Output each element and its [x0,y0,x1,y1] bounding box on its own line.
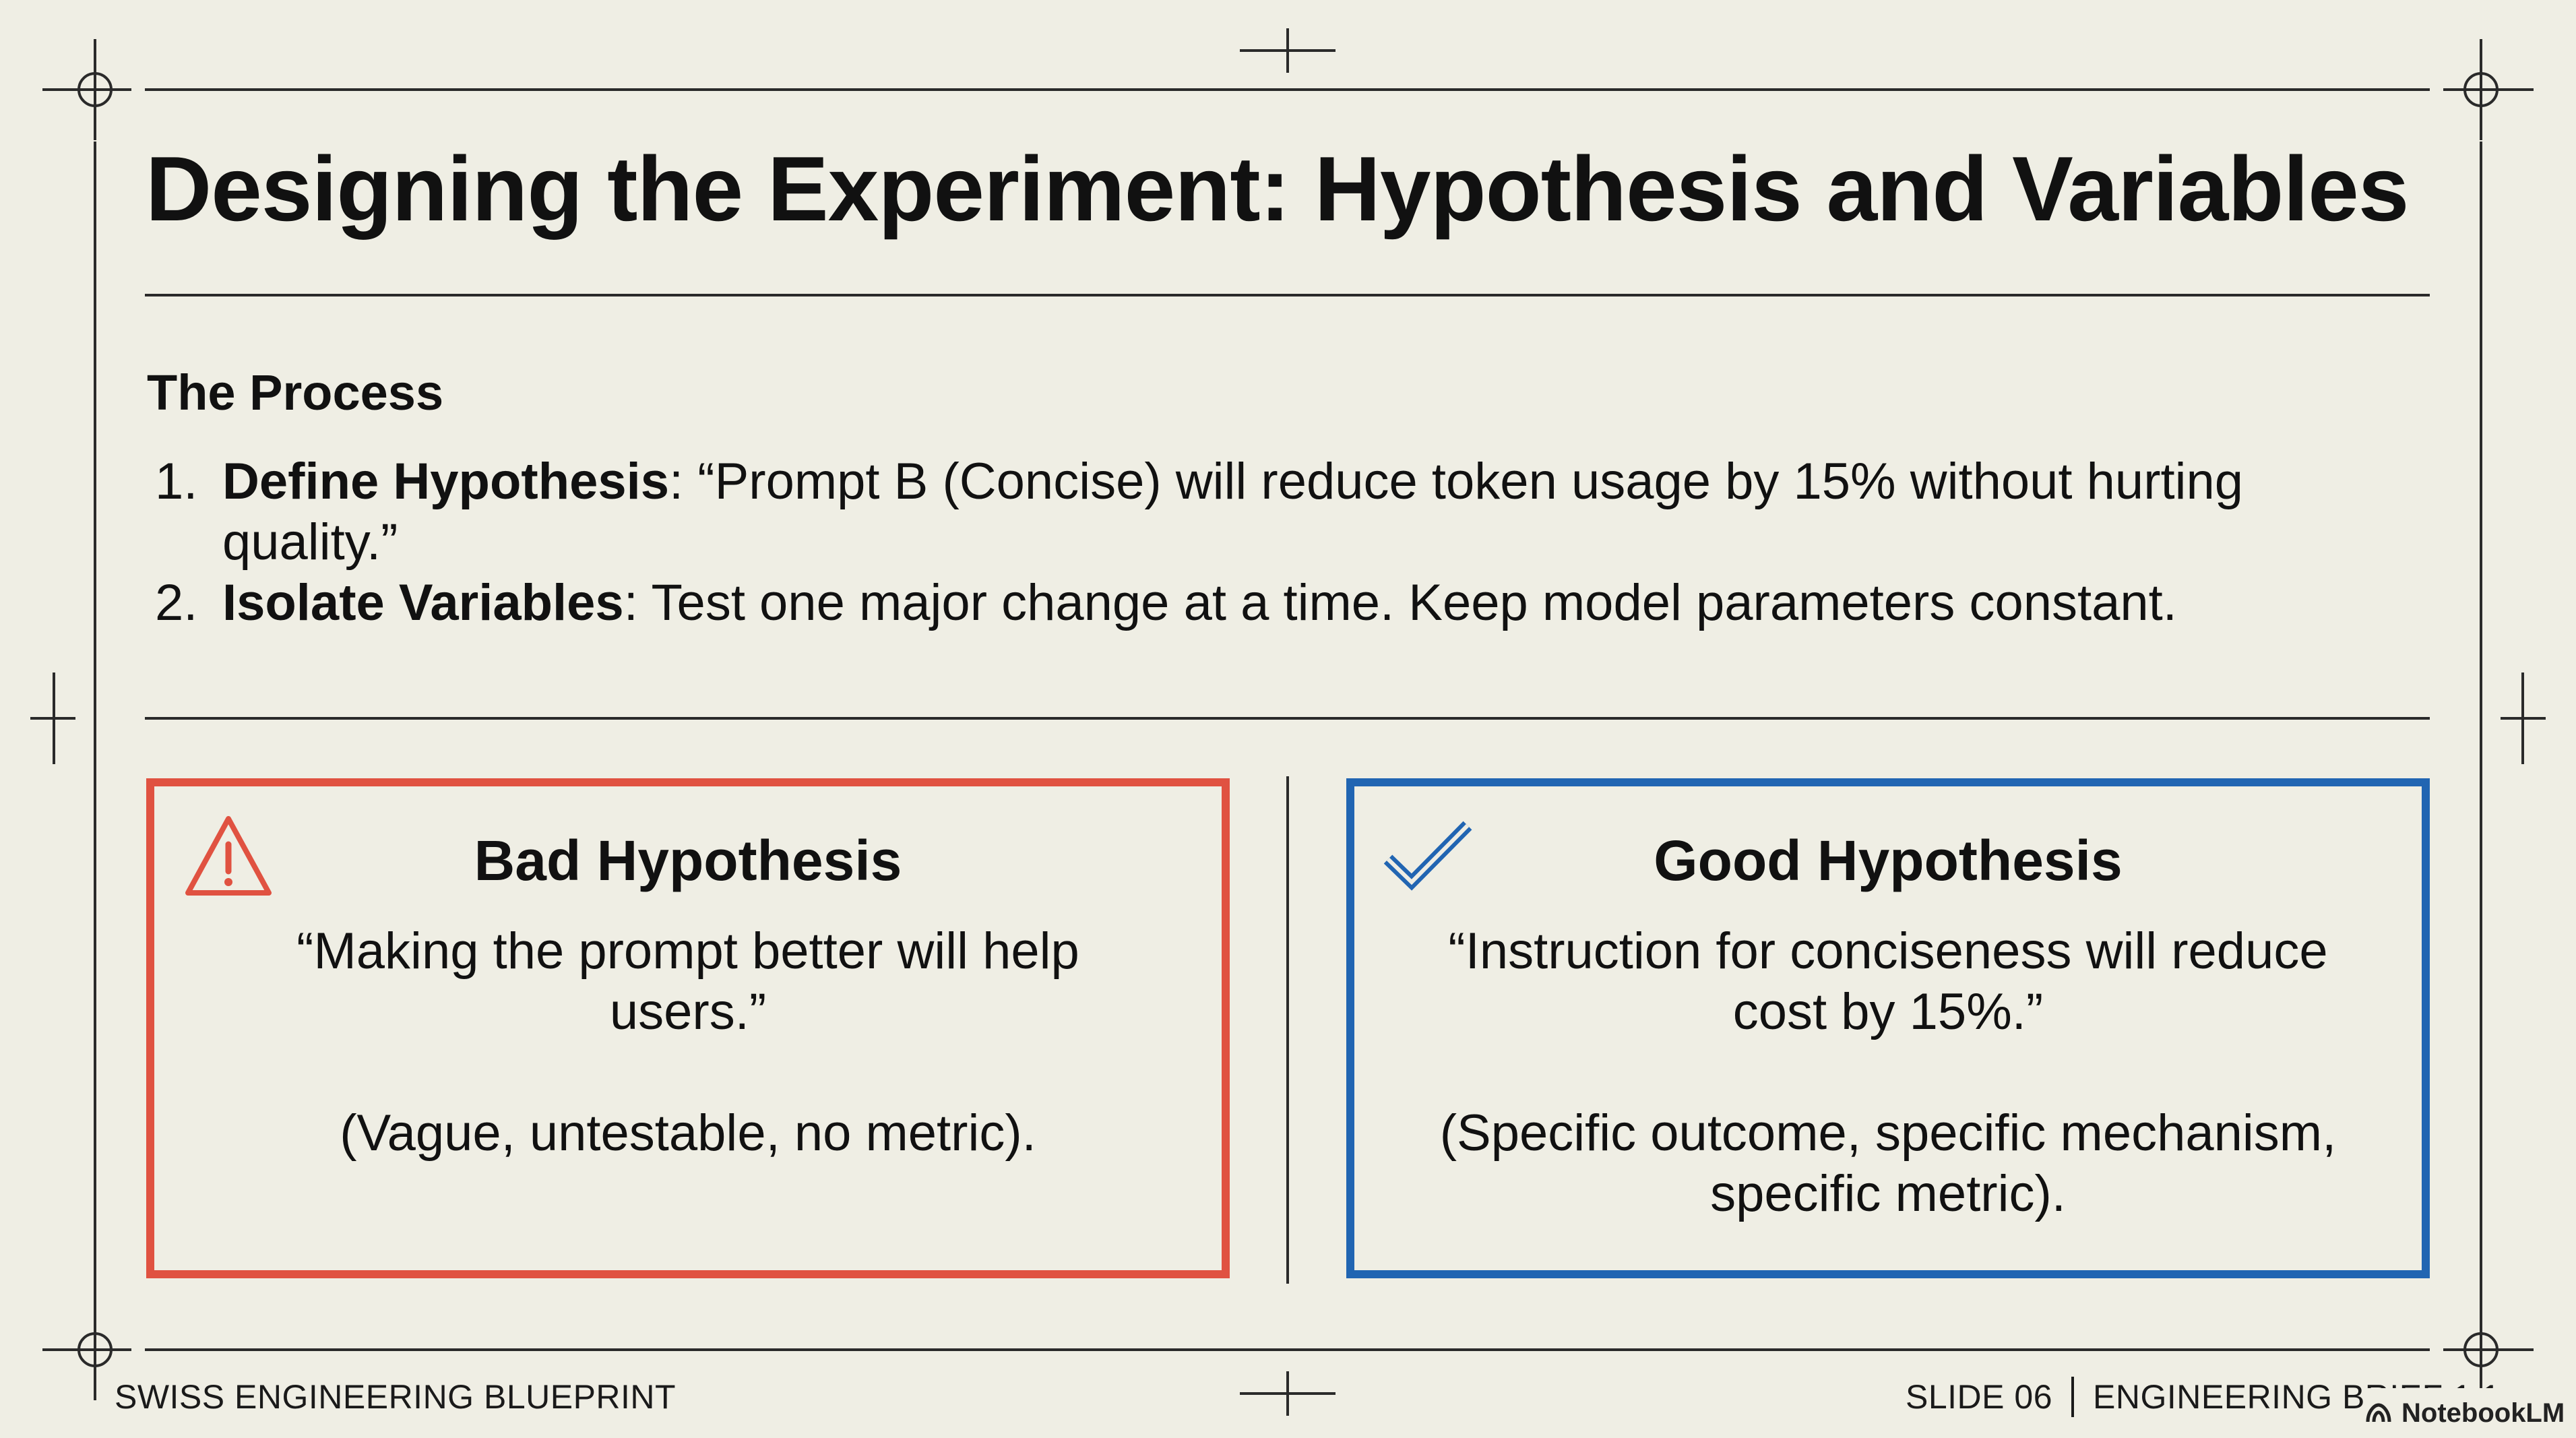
crosshair-right [2501,673,2546,764]
bad-hypothesis-card: Bad Hypothesis “Making the prompt better… [146,778,1230,1278]
good-hypothesis-title: Good Hypothesis [1654,829,2123,892]
bad-hypothesis-note: (Vague, untestable, no metric). [340,1104,1036,1162]
step-text: : “Prompt B (Concise) will reduce token … [222,453,2244,571]
warning-triangle-icon [185,816,272,896]
corner-mark-top-right [2443,39,2534,140]
process-heading: The Process [147,365,444,420]
checkmark-icon [1383,821,1472,891]
step-number: 2. [155,574,198,631]
crosshair-bottom [1240,1371,1336,1416]
step-number: 1. [155,453,198,510]
corner-mark-bottom-left [42,1299,131,1400]
step-text: : Test one major change at a time. Keep … [623,574,2177,631]
process-step: 2. Isolate Variables: Test one major chan… [155,573,2379,633]
step-term: Isolate Variables [222,574,624,631]
crosshair-left [30,673,75,764]
step-term: Define Hypothesis [222,453,670,510]
footer-separator [2071,1377,2075,1417]
corner-mark-bottom-right [2443,1299,2534,1400]
slide-number: SLIDE 06 [1906,1378,2053,1416]
notebooklm-watermark: NotebookLM [2365,1388,2576,1438]
notebooklm-logo-icon [2366,1403,2391,1423]
process-step: 1. Define Hypothesis: “Prompt B (Concise)… [155,451,2379,573]
good-hypothesis-note: (Specific outcome, specific mechanism, s… [1439,1104,2337,1222]
process-steps: 1. Define Hypothesis: “Prompt B (Concise)… [155,451,2379,633]
slide-title: Designing the Experiment: Hypothesis and… [146,137,2409,240]
good-hypothesis-card: Good Hypothesis “Instruction for concise… [1346,778,2430,1278]
crosshair-top [1240,28,1336,73]
bad-hypothesis-quote: “Making the prompt better will help user… [296,923,1079,1040]
footer-brand: SWISS ENGINEERING BLUEPRINT [115,1378,677,1416]
corner-mark-top-left [42,39,131,140]
bad-hypothesis-title: Bad Hypothesis [474,829,902,892]
good-hypothesis-quote: “Instruction for conciseness will reduce… [1448,923,2328,1040]
watermark-label: NotebookLM [2401,1398,2565,1428]
